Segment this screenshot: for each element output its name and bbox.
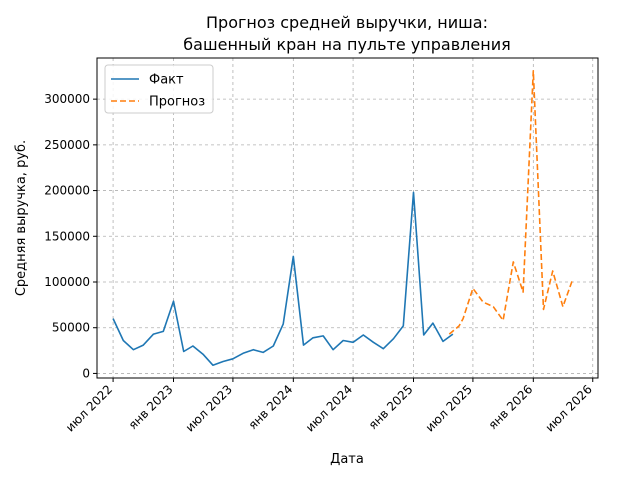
y-tick-label: 150000 bbox=[44, 229, 90, 243]
y-tick-label: 250000 bbox=[44, 138, 90, 152]
chart-title-line-1: Прогноз средней выручки, ниша: bbox=[206, 13, 488, 32]
series-line-fact bbox=[112, 191, 454, 367]
chart-title-line-2: башенный кран на пульте управления bbox=[183, 35, 510, 54]
y-tick-label: 50000 bbox=[52, 321, 90, 335]
legend-label: Факт bbox=[149, 73, 184, 88]
y-axis: 0 50000 100000 150000 200000 250000 300000 bbox=[44, 92, 97, 380]
y-axis-label: Средняя выручка, руб. bbox=[14, 140, 29, 296]
legend-label: Прогноз bbox=[149, 95, 205, 110]
y-tick-label: 100000 bbox=[44, 275, 90, 289]
y-tick-label: 0 bbox=[82, 366, 90, 380]
y-tick-label: 300000 bbox=[44, 92, 90, 106]
series-layer bbox=[112, 70, 574, 367]
y-tick-label: 200000 bbox=[44, 184, 90, 198]
x-axis-label: Дата bbox=[330, 452, 364, 467]
series-line-forecast bbox=[448, 70, 574, 335]
legend: Факт Прогноз bbox=[104, 64, 214, 114]
plot-frame bbox=[96, 57, 599, 379]
grid bbox=[97, 58, 598, 378]
